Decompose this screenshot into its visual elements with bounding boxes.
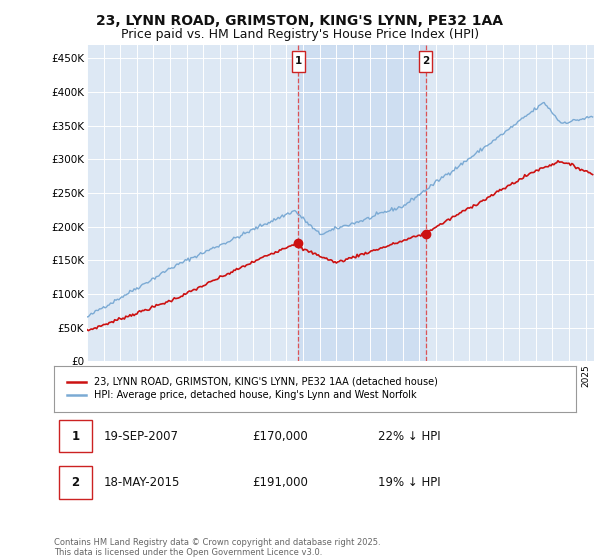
Text: £170,000: £170,000 <box>253 430 308 443</box>
FancyBboxPatch shape <box>292 51 305 72</box>
Text: £191,000: £191,000 <box>253 477 308 489</box>
FancyBboxPatch shape <box>59 420 92 452</box>
Text: 18-MAY-2015: 18-MAY-2015 <box>104 477 180 489</box>
Text: 2: 2 <box>422 56 430 66</box>
FancyBboxPatch shape <box>59 466 92 498</box>
Bar <box>298 45 425 361</box>
Text: 1: 1 <box>295 56 302 66</box>
Text: 19-SEP-2007: 19-SEP-2007 <box>104 430 179 443</box>
Text: 2: 2 <box>71 477 79 489</box>
Text: 22% ↓ HPI: 22% ↓ HPI <box>377 430 440 443</box>
Legend: 23, LYNN ROAD, GRIMSTON, KING'S LYNN, PE32 1AA (detached house), HPI: Average pr: 23, LYNN ROAD, GRIMSTON, KING'S LYNN, PE… <box>64 374 441 403</box>
Text: Contains HM Land Registry data © Crown copyright and database right 2025.
This d: Contains HM Land Registry data © Crown c… <box>54 538 380 557</box>
FancyBboxPatch shape <box>419 51 432 72</box>
Text: 23, LYNN ROAD, GRIMSTON, KING'S LYNN, PE32 1AA: 23, LYNN ROAD, GRIMSTON, KING'S LYNN, PE… <box>97 14 503 28</box>
Text: Price paid vs. HM Land Registry's House Price Index (HPI): Price paid vs. HM Land Registry's House … <box>121 28 479 41</box>
Text: 19% ↓ HPI: 19% ↓ HPI <box>377 477 440 489</box>
Text: 1: 1 <box>71 430 79 443</box>
